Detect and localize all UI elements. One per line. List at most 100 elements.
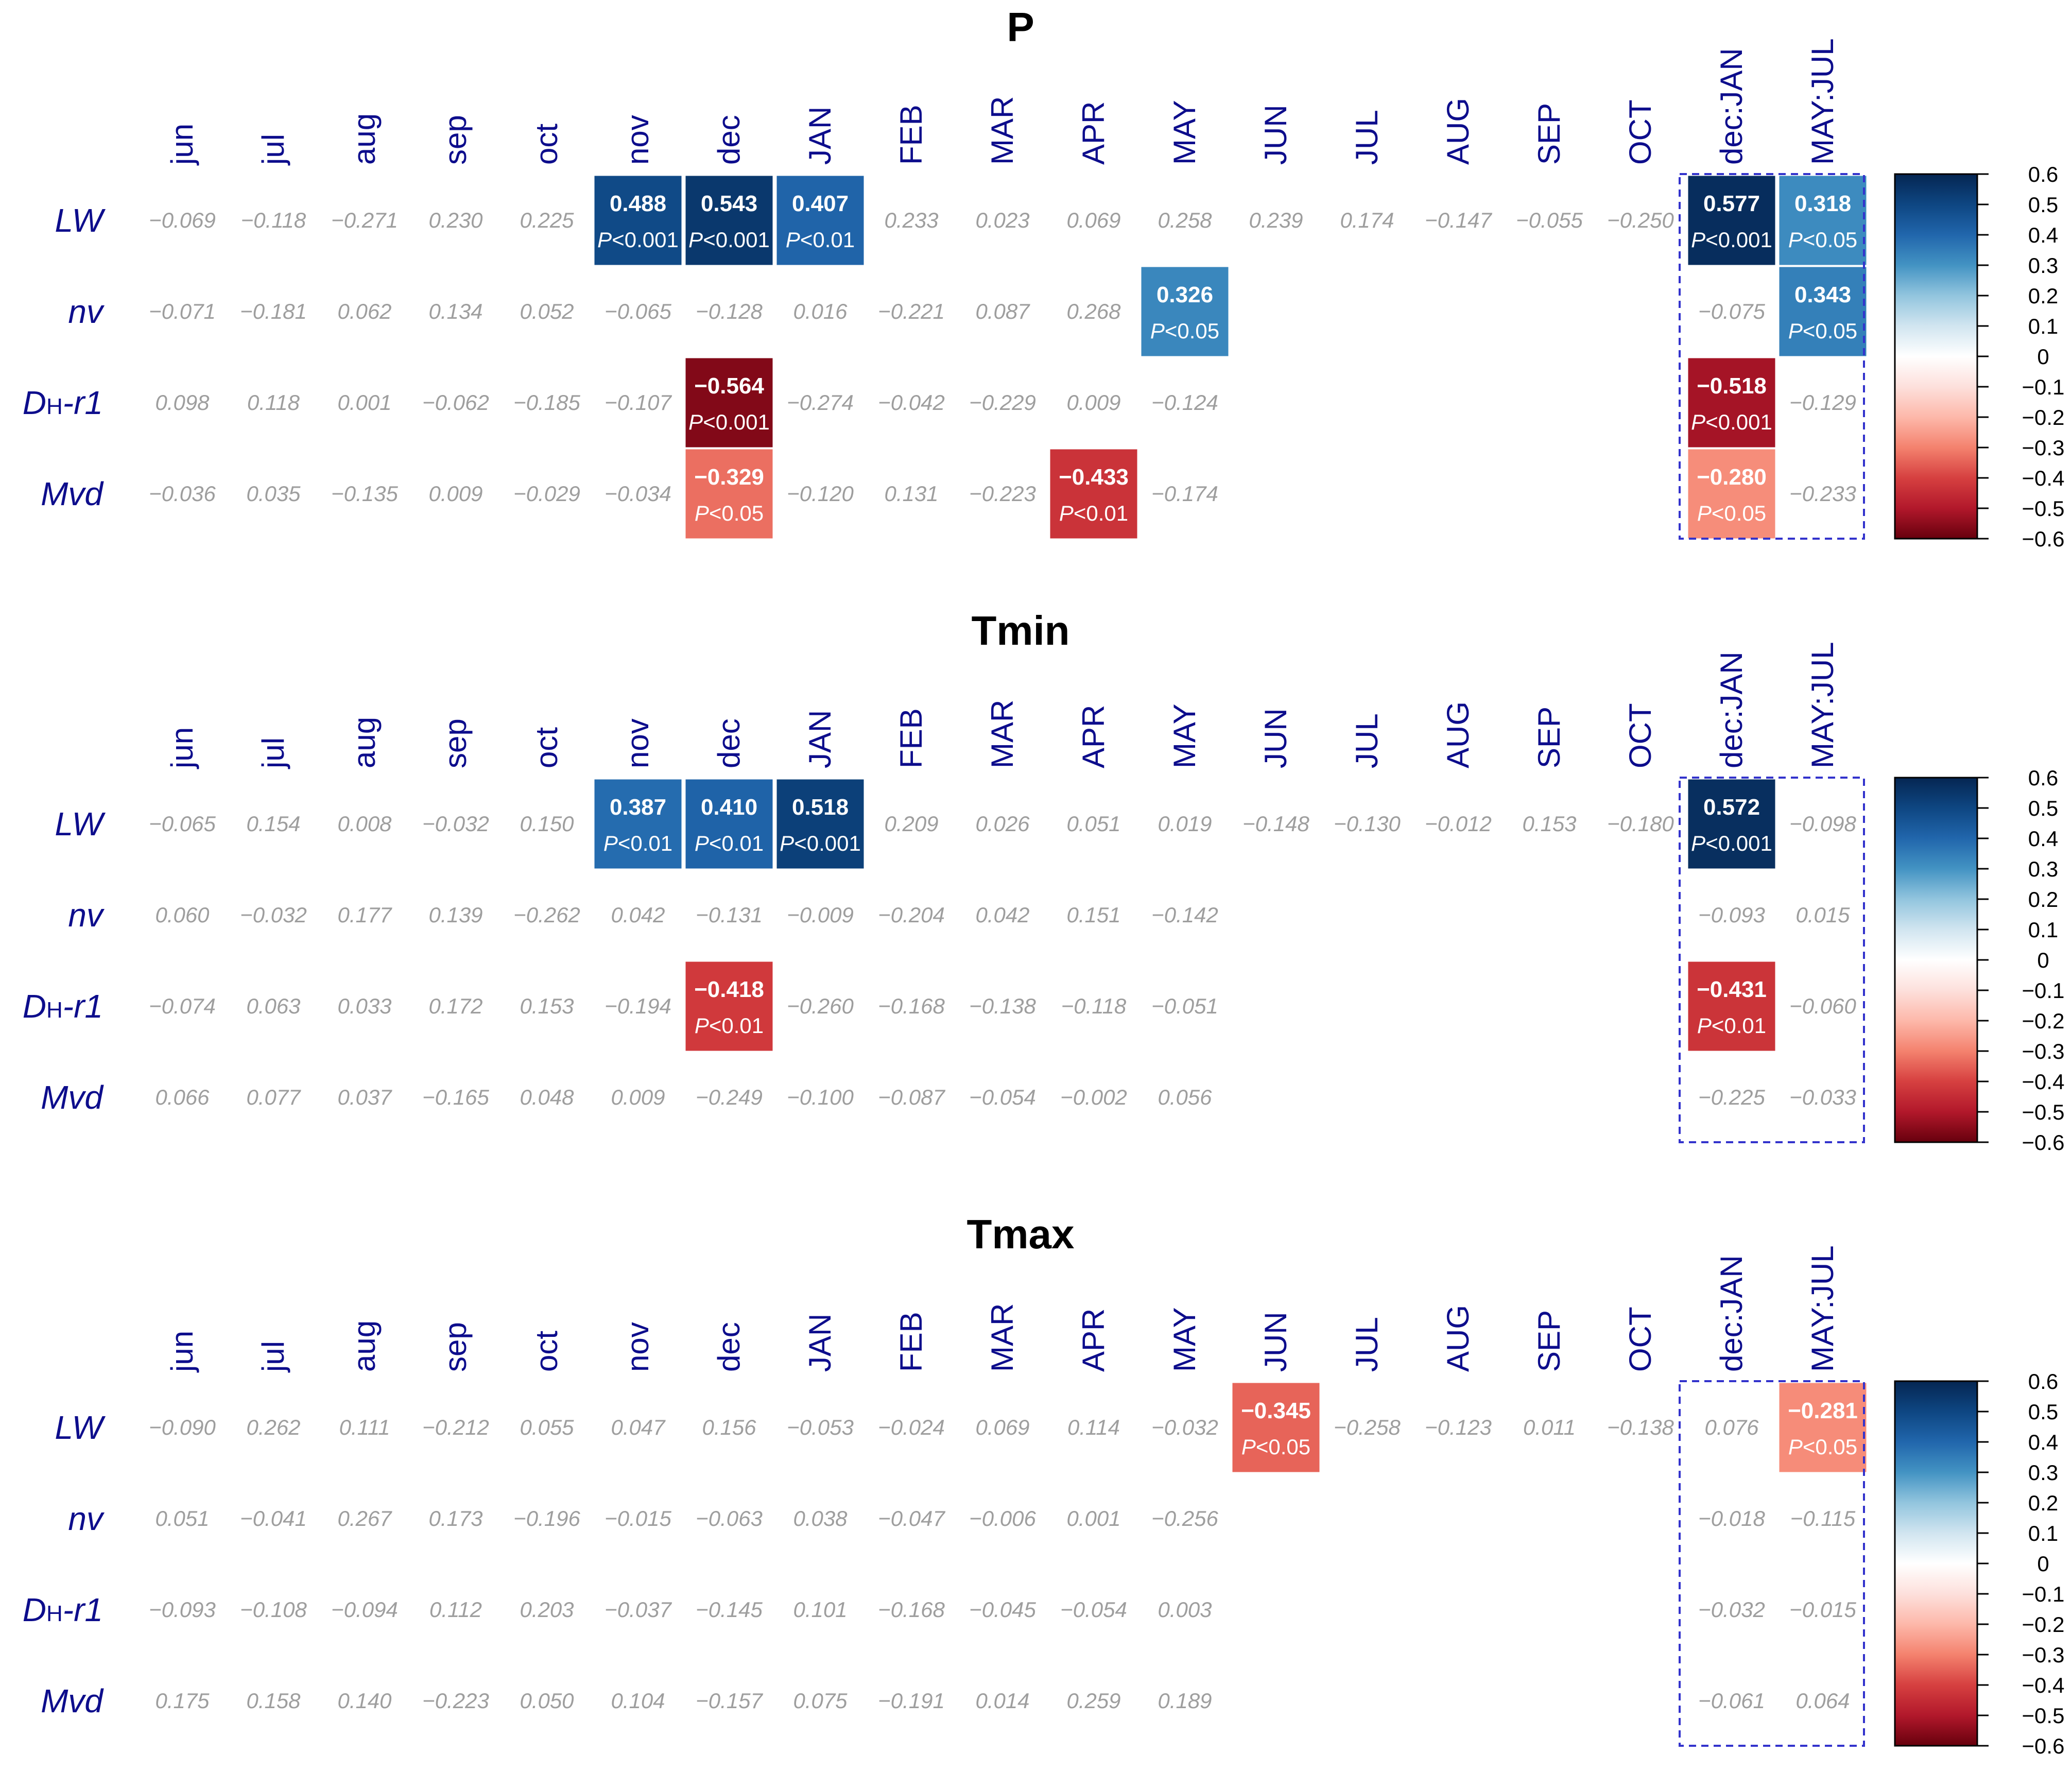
column-label: nov [620,1322,655,1372]
cell-value: 0.104 [611,1689,665,1713]
cell-value: −0.145 [696,1597,763,1622]
cell-value: 0.009 [428,482,482,506]
cell-value: −0.042 [878,390,945,415]
cell-value: 0.001 [1066,1506,1120,1531]
cell-value: −0.108 [240,1597,307,1622]
cell-value: −0.037 [605,1597,672,1622]
p-value: P<0.05 [1788,1435,1857,1459]
cell-value: 0.153 [1522,812,1576,836]
cell-value: 0.055 [520,1415,574,1439]
cell-value: 0.140 [337,1689,392,1713]
colorbar-tick-label: −0.5 [2022,1100,2065,1124]
cell-value: −0.065 [605,299,671,323]
row-label: DH-r1 [23,1591,103,1628]
p-value: P<0.01 [1059,501,1128,525]
cell-value: −0.071 [149,299,216,323]
column-label: FEB [894,1312,928,1372]
cell-value: −0.124 [1151,390,1218,415]
column-label: SEP [1532,103,1566,165]
p-value: P<0.01 [1697,1013,1766,1038]
cell-value: 0.048 [520,1085,574,1109]
column-label: JUL [1350,713,1384,768]
cell-value: −0.204 [878,903,945,927]
colorbar-tick-label: −0.3 [2022,1039,2065,1063]
cell-value: −0.180 [1607,812,1674,836]
cell-value: 0.075 [793,1689,848,1713]
column-label: sep [438,1322,473,1372]
cell-value: −0.069 [149,208,216,232]
cell-value: 0.174 [1340,208,1394,232]
cell-value: −0.006 [969,1506,1036,1531]
colorbar-tick-label: 0.3 [2028,1460,2058,1485]
cell-value: 0.060 [155,903,210,927]
colorbar [1894,1380,1978,1747]
cell-value: −0.191 [878,1689,945,1713]
cell-value: 0.189 [1158,1689,1212,1713]
column-label: jun [165,1331,199,1373]
cell-value: −0.032 [240,903,307,927]
column-label: oct [529,727,564,768]
cell-value: 0.407 [792,191,849,216]
cell-value: 0.577 [1703,191,1760,216]
cell-value: 0.203 [520,1597,574,1622]
cell-value: −0.168 [878,994,945,1018]
cell-value: −0.185 [513,390,580,415]
column-label: MAY [1167,100,1202,165]
cell-value: −0.128 [696,299,763,323]
cell-value: 0.175 [155,1689,210,1713]
cell-value: 0.098 [155,390,210,415]
cell-value: 0.233 [884,208,938,232]
column-label: jun [165,727,199,769]
cell-value: 0.051 [1066,812,1120,836]
cell-value: 0.153 [520,994,574,1018]
column-label: MAY [1167,1307,1202,1372]
cell-value: 0.262 [246,1415,300,1439]
cell-value: −0.063 [696,1506,763,1531]
cell-value: 0.139 [428,903,482,927]
colorbar-tick-label: −0.1 [2022,1582,2065,1606]
cell-value: −0.518 [1697,373,1767,399]
cell-value: −0.260 [787,994,854,1018]
colorbar-tick-label: 0.1 [2028,918,2058,942]
colorbar-tick-label: 0.6 [2028,162,2058,186]
cell-value: −0.090 [149,1415,216,1439]
significant-cell [1686,174,1777,267]
cell-value: −0.148 [1242,812,1309,836]
column-label: MAY:JUL [1805,1245,1840,1372]
cell-value: −0.098 [1789,812,1856,836]
column-label: JAN [803,1314,837,1372]
p-value: P<0.001 [1691,831,1772,855]
cell-value: 0.230 [428,208,483,232]
column-label: dec:JAN [1714,48,1749,165]
cell-value: 0.069 [1066,208,1120,232]
row-label: nv [68,897,105,934]
colorbar-tick-label: −0.6 [2022,527,2065,551]
cell-value: 0.387 [610,795,666,820]
colorbar-tick-label: −0.1 [2022,375,2065,399]
cell-value: 0.268 [1066,299,1121,323]
cell-value: 0.066 [155,1085,210,1109]
cell-value: −0.281 [1788,1398,1858,1423]
cell-value: 0.518 [792,795,849,820]
column-label: MAR [985,96,1020,165]
column-label: JUN [1258,105,1293,165]
cell-value: −0.055 [1516,208,1583,232]
column-label: JUL [1350,110,1384,165]
cell-value: −0.138 [969,994,1036,1018]
cell-value: −0.129 [1789,390,1856,415]
cell-value: 0.572 [1703,795,1760,820]
cell-value: 0.069 [975,1415,1029,1439]
column-label: AUG [1441,701,1475,768]
colorbar-tick-label: 0.4 [2028,223,2058,247]
cell-value: 0.318 [1794,191,1851,216]
p-value: P<0.01 [695,1013,764,1038]
column-label: MAR [985,1303,1020,1372]
cell-value: −0.065 [149,812,216,836]
cell-value: −0.060 [1789,994,1856,1018]
p-value: P<0.001 [597,228,679,252]
cell-value: −0.054 [1060,1597,1127,1622]
colorbar-tick-label: 0.2 [2028,1491,2058,1515]
colorbar-tick-label: −0.4 [2022,1070,2065,1094]
column-label: APR [1076,1309,1111,1372]
column-label: APR [1076,705,1111,768]
